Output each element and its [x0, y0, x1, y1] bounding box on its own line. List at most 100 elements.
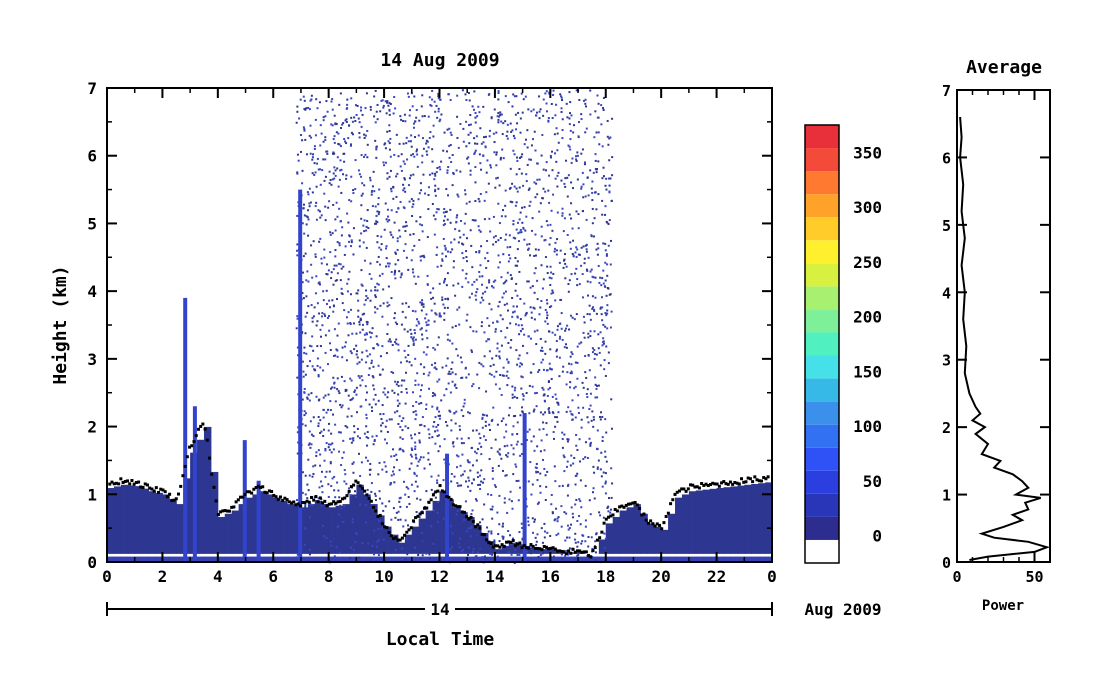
noise-echo — [368, 468, 371, 471]
noise-echo — [485, 390, 488, 393]
noise-echo — [339, 127, 342, 130]
noise-echo — [479, 127, 482, 130]
colorbar-swatch — [805, 125, 839, 149]
noise-echo — [495, 370, 498, 373]
average-y-tick-label: 2 — [942, 419, 951, 437]
noise-echo — [333, 475, 336, 478]
trace-dot — [476, 523, 480, 527]
noise-echo — [414, 418, 417, 421]
surface-band — [162, 556, 170, 562]
echo-layer — [307, 504, 316, 554]
noise-echo — [487, 260, 490, 263]
noise-echo — [478, 546, 481, 549]
noise-echo — [434, 194, 437, 197]
trace-dot — [165, 495, 169, 499]
y-tick-label: 6 — [87, 147, 97, 166]
trace-dot — [383, 525, 387, 529]
noise-echo — [389, 169, 392, 172]
noise-echo — [566, 233, 569, 236]
noise-echo — [432, 287, 435, 290]
noise-echo — [427, 323, 430, 326]
noise-echo — [533, 518, 536, 521]
noise-echo — [434, 416, 437, 419]
noise-echo — [454, 373, 457, 376]
trace-dot — [123, 479, 127, 483]
noise-echo — [319, 216, 322, 219]
noise-echo — [438, 312, 441, 315]
noise-echo — [489, 230, 492, 233]
noise-echo — [434, 110, 437, 113]
echo-layer — [294, 505, 302, 554]
noise-echo — [360, 358, 363, 361]
noise-echo — [451, 326, 454, 329]
surface-band — [259, 556, 267, 562]
noise-echo — [497, 202, 500, 205]
noise-echo — [482, 365, 485, 368]
trace-dot — [740, 477, 744, 481]
noise-echo — [452, 266, 455, 269]
noise-echo — [330, 432, 333, 435]
noise-echo — [412, 342, 415, 345]
trace-dot — [245, 490, 249, 494]
noise-echo — [459, 464, 462, 467]
noise-echo — [592, 465, 595, 468]
noise-echo — [479, 487, 482, 490]
noise-echo — [434, 188, 437, 191]
trace-dot — [602, 521, 606, 525]
noise-echo — [434, 442, 437, 445]
trace-dot — [427, 500, 431, 504]
noise-echo — [304, 527, 307, 530]
noise-echo — [373, 438, 376, 441]
noise-echo — [369, 462, 372, 465]
noise-echo — [529, 254, 532, 257]
noise-echo — [399, 115, 402, 118]
trace-dot — [137, 480, 141, 484]
noise-echo — [333, 166, 336, 169]
noise-echo — [370, 359, 373, 362]
noise-echo — [306, 544, 309, 547]
noise-echo — [465, 376, 468, 379]
noise-echo — [533, 408, 536, 411]
trace-dot — [139, 485, 143, 489]
noise-echo — [610, 467, 613, 470]
trace-dot — [655, 522, 659, 526]
trace-dot — [549, 546, 553, 550]
noise-echo — [412, 411, 415, 414]
surface-band — [584, 556, 593, 562]
noise-echo — [355, 393, 358, 396]
noise-echo — [511, 537, 514, 540]
noise-echo — [443, 223, 446, 226]
noise-echo — [529, 286, 532, 289]
noise-echo — [462, 414, 465, 417]
noise-echo — [413, 155, 416, 158]
trace-dot — [689, 483, 693, 487]
noise-echo — [521, 406, 524, 409]
noise-echo — [426, 236, 429, 239]
noise-echo — [539, 202, 542, 205]
noise-echo — [532, 435, 535, 438]
noise-echo — [490, 447, 493, 450]
noise-echo — [563, 259, 566, 262]
trace-dot — [256, 484, 260, 488]
noise-echo — [561, 557, 564, 560]
noise-echo — [315, 500, 318, 503]
noise-echo — [584, 456, 587, 459]
noise-echo — [557, 411, 560, 414]
noise-echo — [514, 323, 517, 326]
noise-echo — [422, 305, 425, 308]
noise-echo — [555, 348, 558, 351]
noise-echo — [566, 438, 569, 441]
echo-layer — [224, 513, 233, 554]
noise-echo — [535, 182, 538, 185]
noise-echo — [414, 410, 417, 413]
noise-echo — [488, 281, 491, 284]
noise-echo — [412, 339, 415, 342]
echo-layer — [737, 485, 745, 554]
surface-band — [765, 556, 773, 562]
noise-echo — [328, 315, 331, 318]
trace-dot — [487, 541, 491, 545]
noise-echo — [567, 290, 570, 293]
noise-echo — [408, 467, 411, 470]
noise-echo — [576, 472, 579, 475]
